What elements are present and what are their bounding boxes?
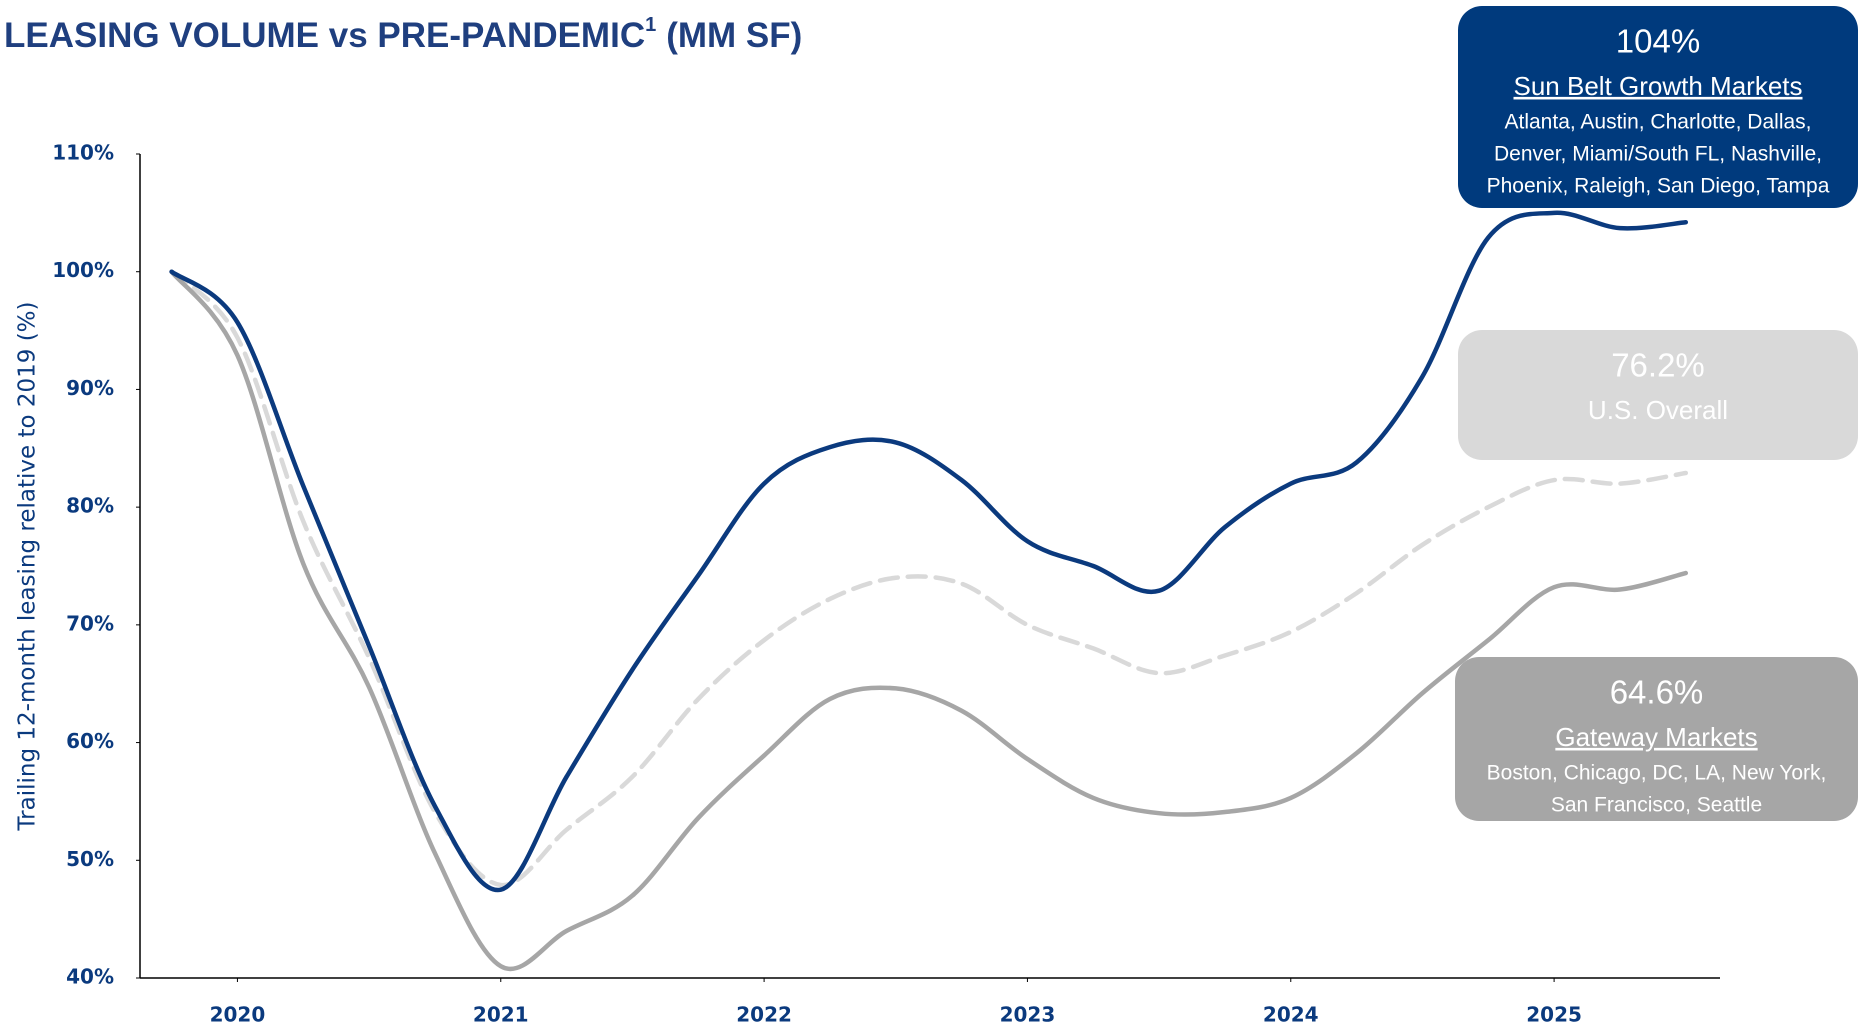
y-tick-label: 70% — [66, 611, 114, 635]
x-tick-label: 2020 — [210, 1003, 266, 1027]
y-tick-label: 100% — [52, 258, 114, 282]
callout: 76.2% U.S. Overall — [1458, 330, 1858, 460]
x-tick-label: 2023 — [1000, 1003, 1056, 1027]
x-tick-label: 2024 — [1263, 1003, 1319, 1027]
y-axis-label: Trailing 12-month leasing relative to 20… — [15, 301, 41, 831]
title-suffix: (MM SF) — [666, 16, 802, 55]
y-tick-label: 50% — [66, 847, 114, 871]
series-line — [169, 269, 1689, 971]
x-tick-label: 2022 — [736, 1003, 792, 1027]
y-tick-label: 80% — [66, 494, 114, 518]
callout-box — [1458, 6, 1858, 208]
y-tick-label: 110% — [52, 141, 114, 165]
chart-title-group: LEASING VOLUME vs PRE-PANDEMIC1 (MM SF) — [4, 14, 802, 55]
callout-detail: Boston, Chicago, DC, LA, New York, — [1487, 762, 1827, 785]
y-tick-label: 90% — [66, 376, 114, 400]
chart-title: LEASING VOLUME vs PRE-PANDEMIC — [4, 16, 645, 55]
callout-box — [1458, 330, 1858, 460]
callout-name: Gateway Markets — [1555, 722, 1757, 752]
callout-value: 104% — [1616, 23, 1700, 60]
callout-detail: Atlanta, Austin, Charlotte, Dallas, — [1505, 111, 1812, 134]
callout: 64.6% Gateway Markets Boston, Chicago, DC,… — [1455, 657, 1858, 821]
callout-name: U.S. Overall — [1588, 395, 1728, 425]
callout-detail: Phoenix, Raleigh, San Diego, Tampa — [1487, 175, 1830, 198]
callout-value: 64.6% — [1610, 674, 1704, 711]
callout-box — [1455, 657, 1858, 821]
x-tick-label: 2025 — [1526, 1003, 1582, 1027]
series-line — [169, 210, 1689, 893]
callout-detail: Denver, Miami/South FL, Nashville, — [1494, 143, 1822, 166]
callout: 104% Sun Belt Growth Markets Atlanta, Aust… — [1458, 6, 1858, 208]
y-tick-label: 40% — [66, 965, 114, 989]
y-tick-label: 60% — [66, 729, 114, 753]
callout-detail: San Francisco, Seattle — [1551, 794, 1762, 817]
series-line — [169, 269, 1689, 888]
callout-value: 76.2% — [1611, 347, 1705, 384]
title-superscript: 1 — [645, 14, 656, 36]
x-tick-label: 2021 — [473, 1003, 529, 1027]
callout-name: Sun Belt Growth Markets — [1514, 71, 1803, 101]
